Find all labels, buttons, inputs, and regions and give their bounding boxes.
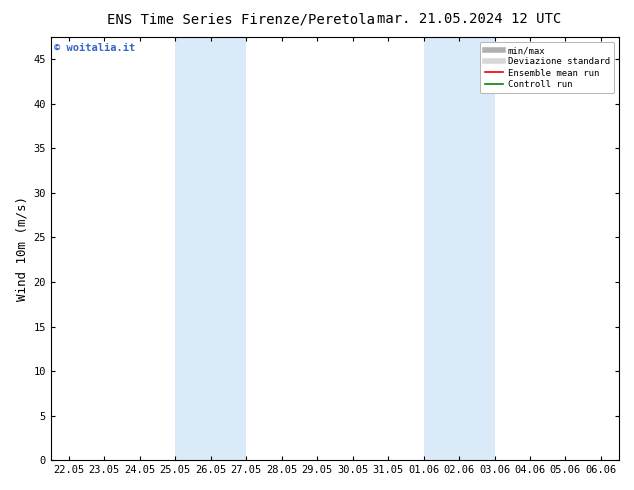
Bar — [175, 37, 246, 460]
Text: © woitalia.it: © woitalia.it — [54, 44, 135, 53]
Bar — [424, 37, 495, 460]
Legend: min/max, Deviazione standard, Ensemble mean run, Controll run: min/max, Deviazione standard, Ensemble m… — [481, 42, 614, 94]
Y-axis label: Wind 10m (m/s): Wind 10m (m/s) — [15, 196, 28, 301]
Text: mar. 21.05.2024 12 UTC: mar. 21.05.2024 12 UTC — [377, 12, 561, 26]
Text: ENS Time Series Firenze/Peretola: ENS Time Series Firenze/Peretola — [107, 12, 375, 26]
